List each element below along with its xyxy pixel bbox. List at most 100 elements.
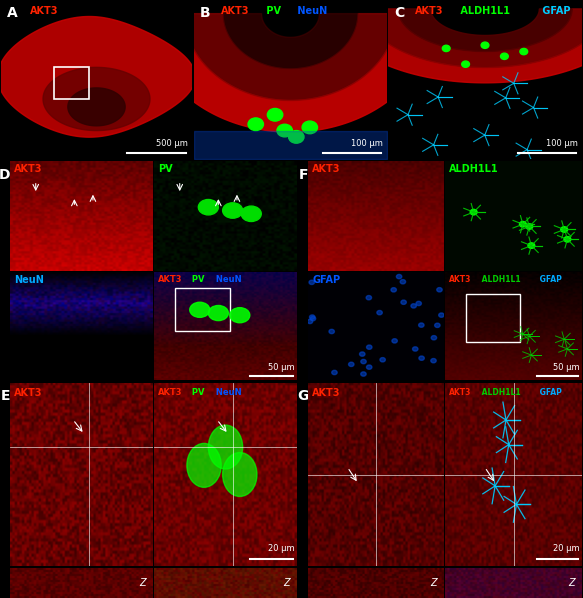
Circle shape [520, 48, 528, 55]
Circle shape [367, 365, 372, 370]
Text: NeuN: NeuN [213, 389, 241, 398]
Polygon shape [184, 14, 396, 100]
Text: PV: PV [263, 6, 280, 16]
Circle shape [329, 329, 335, 334]
Circle shape [367, 345, 372, 349]
Text: Z: Z [431, 578, 437, 588]
Circle shape [223, 203, 243, 218]
Circle shape [289, 130, 304, 143]
Text: AKT3: AKT3 [312, 389, 340, 398]
Polygon shape [68, 88, 125, 126]
Circle shape [377, 310, 382, 315]
Text: ALDH1L1: ALDH1L1 [449, 164, 498, 174]
Circle shape [419, 323, 424, 327]
Text: GFAP: GFAP [539, 6, 571, 16]
Bar [466, 294, 521, 342]
Circle shape [501, 53, 508, 59]
Circle shape [309, 280, 314, 285]
Polygon shape [146, 14, 436, 132]
Circle shape [208, 425, 243, 469]
Circle shape [528, 243, 535, 248]
Text: AKT3: AKT3 [159, 275, 183, 284]
Circle shape [248, 118, 264, 130]
Text: 100 μm: 100 μm [546, 139, 578, 148]
Polygon shape [365, 9, 583, 68]
Circle shape [310, 316, 316, 321]
Text: F: F [298, 167, 308, 182]
Circle shape [462, 61, 469, 68]
Text: 20 μm: 20 μm [268, 544, 294, 553]
Text: AKT3: AKT3 [449, 275, 472, 284]
Text: 50 μm: 50 μm [553, 364, 580, 373]
Text: A: A [7, 6, 17, 20]
Circle shape [187, 443, 221, 487]
Circle shape [396, 274, 402, 279]
Circle shape [268, 108, 283, 121]
Text: ALDH1L1: ALDH1L1 [479, 389, 520, 398]
Circle shape [392, 338, 398, 343]
Text: PV: PV [189, 275, 205, 284]
Circle shape [361, 359, 366, 364]
Text: NeuN: NeuN [294, 6, 328, 16]
Circle shape [431, 335, 437, 340]
Text: PV: PV [189, 389, 205, 398]
Text: NeuN: NeuN [213, 275, 241, 284]
Text: B: B [200, 6, 210, 20]
Text: AKT3: AKT3 [15, 164, 43, 174]
Bar [175, 288, 230, 331]
Text: 50 μm: 50 μm [268, 364, 294, 373]
Circle shape [223, 453, 257, 496]
Text: GFAP: GFAP [537, 275, 561, 284]
Circle shape [442, 45, 450, 51]
Text: Z: Z [139, 578, 146, 588]
Bar [54, 68, 89, 99]
Circle shape [198, 200, 219, 215]
Text: AKT3: AKT3 [312, 164, 340, 174]
Circle shape [431, 359, 436, 363]
Text: GFAP: GFAP [537, 389, 561, 398]
Polygon shape [43, 68, 150, 130]
Circle shape [241, 206, 261, 221]
Text: AKT3: AKT3 [15, 389, 43, 398]
Polygon shape [398, 9, 573, 51]
Circle shape [413, 347, 418, 351]
Circle shape [208, 306, 229, 321]
Circle shape [411, 304, 416, 308]
Circle shape [361, 372, 366, 376]
Text: AKT3: AKT3 [221, 6, 250, 16]
Text: D: D [0, 167, 10, 182]
Circle shape [438, 313, 444, 318]
Circle shape [307, 319, 312, 324]
Text: AKT3: AKT3 [159, 389, 183, 398]
Text: Z: Z [283, 578, 290, 588]
Circle shape [481, 42, 489, 48]
Circle shape [519, 221, 526, 227]
Circle shape [230, 307, 250, 323]
Text: 100 μm: 100 μm [352, 139, 383, 148]
Circle shape [416, 301, 422, 306]
Text: NeuN: NeuN [15, 275, 44, 285]
Circle shape [277, 124, 293, 137]
Circle shape [302, 121, 318, 134]
Circle shape [419, 356, 424, 361]
Polygon shape [333, 9, 583, 83]
Circle shape [435, 323, 440, 328]
Circle shape [526, 224, 533, 229]
Polygon shape [223, 14, 358, 69]
Circle shape [564, 237, 571, 242]
Circle shape [470, 209, 477, 215]
Text: 20 μm: 20 μm [553, 544, 580, 553]
Circle shape [349, 362, 354, 367]
Circle shape [380, 358, 385, 362]
Text: G: G [297, 389, 308, 404]
Text: AKT3: AKT3 [415, 6, 444, 16]
Text: E: E [0, 389, 10, 404]
Text: ALDH1L1: ALDH1L1 [479, 275, 520, 284]
Circle shape [561, 227, 568, 232]
Circle shape [310, 315, 315, 319]
Circle shape [332, 370, 337, 374]
Circle shape [401, 300, 406, 304]
Circle shape [391, 288, 396, 292]
Text: C: C [394, 6, 404, 20]
Circle shape [360, 352, 365, 356]
